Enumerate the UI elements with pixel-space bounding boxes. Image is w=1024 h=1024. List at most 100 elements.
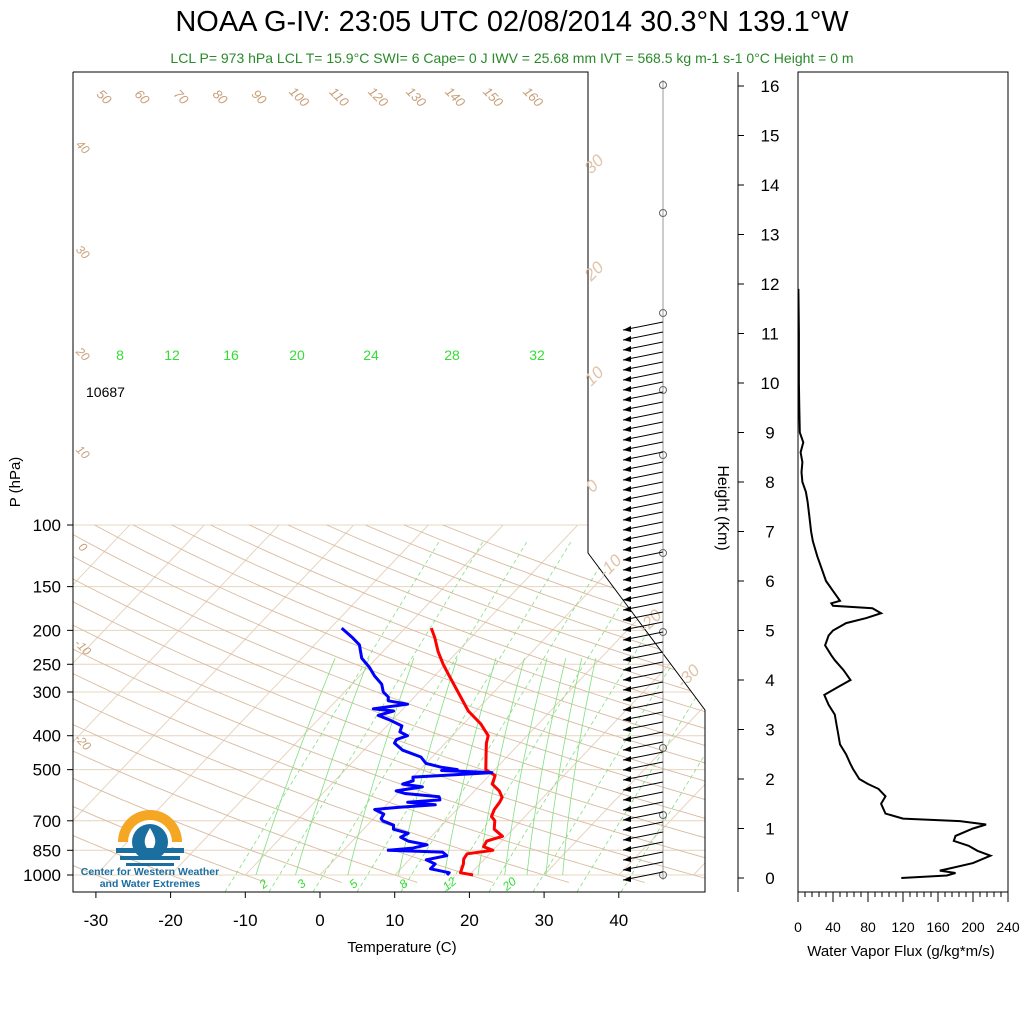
adiabat-label: 70 xyxy=(171,86,192,107)
mixing-ratio-line xyxy=(526,658,567,876)
mixing-ratio-line xyxy=(545,658,583,876)
dry-adiabat xyxy=(94,524,705,883)
moist-adiabat xyxy=(268,539,485,892)
mixing-ratio-label: 3 xyxy=(294,876,308,891)
dry-adiabat xyxy=(73,524,418,883)
isotherm-line xyxy=(73,524,205,876)
dry-adiabat xyxy=(73,524,569,883)
wind-barb-flag xyxy=(623,746,631,752)
wind-barb-flag xyxy=(623,666,631,672)
isotherm-label: 10 xyxy=(73,442,93,462)
pressure-tick-label: 100 xyxy=(33,516,61,535)
isotherm-line xyxy=(73,524,130,876)
temperature-tick-label: 30 xyxy=(535,911,554,930)
adiabat-label: 150 xyxy=(480,84,506,110)
mixing-ratio-line xyxy=(504,658,548,876)
wind-barb-flag xyxy=(623,536,631,542)
flux-tick-label: 0 xyxy=(794,919,802,935)
chart-title: NOAA G-IV: 23:05 UTC 02/08/2014 30.3°N 1… xyxy=(175,6,849,38)
mixing-ratio-label: 12 xyxy=(440,874,459,894)
height-tick-label: 11 xyxy=(761,325,779,344)
adiabat-label: 110 xyxy=(327,84,353,110)
dry-adiabat xyxy=(249,524,705,883)
dry-adiabat xyxy=(326,524,705,883)
isotherm-label: -20 xyxy=(72,731,94,753)
flux-frame xyxy=(797,71,1009,893)
dry-adiabat xyxy=(73,524,705,883)
wind-barb-flag xyxy=(623,806,631,812)
dry-adiabat xyxy=(73,524,342,883)
pressure-tick-label: 150 xyxy=(33,578,61,597)
height-tick-label: 2 xyxy=(765,770,774,789)
pressure-tick-label: 850 xyxy=(33,841,61,860)
flux-profile xyxy=(798,288,994,879)
wind-barb-flag xyxy=(623,496,631,502)
pressure-tick-label: 700 xyxy=(33,812,61,831)
mixing-ratio-label: 24 xyxy=(363,347,379,363)
wind-circle xyxy=(659,811,667,819)
isotherm-label: -10 xyxy=(595,550,626,581)
isotherm-line xyxy=(73,524,280,876)
wind-barb-flag xyxy=(623,376,631,382)
wind-barb-flag xyxy=(623,326,631,332)
wind-barb-flag xyxy=(623,466,631,472)
flux-axis-label: Water Vapor Flux (g/kg*m/s) xyxy=(807,943,995,960)
wind-barb-flag xyxy=(623,716,631,722)
flux-tick-label: 160 xyxy=(926,919,950,935)
wind-circle xyxy=(659,81,667,89)
adiabat-label: 60 xyxy=(132,86,153,107)
wind-barb-flag xyxy=(623,756,631,762)
wind-barb-flag xyxy=(623,796,631,802)
temperature-tick-label: 20 xyxy=(460,911,479,930)
wind-barb-flag xyxy=(623,566,631,572)
height-tick-label: 0 xyxy=(765,869,774,888)
adiabat-label: 130 xyxy=(403,84,429,110)
mixing-ratio-label: 20 xyxy=(289,347,305,363)
dry-adiabat xyxy=(403,524,705,883)
mixing-ratio-line xyxy=(562,658,597,876)
x-axis-label: Temperature (C) xyxy=(347,939,456,956)
height-tick-label: 3 xyxy=(765,721,774,740)
adiabat-label: 120 xyxy=(365,84,391,110)
wind-barb-flag xyxy=(623,616,631,622)
wind-barb-flag xyxy=(623,396,631,402)
flux-tick-label: 120 xyxy=(891,919,915,935)
dry-adiabat xyxy=(132,524,705,883)
wind-barb-flag xyxy=(623,596,631,602)
wind-barb-flag xyxy=(623,416,631,422)
wind-barb-flag xyxy=(623,526,631,532)
wind-barb-flag xyxy=(623,676,631,682)
moist-adiabat xyxy=(488,539,705,892)
wind-barb-flag xyxy=(623,406,631,412)
skew-frame xyxy=(72,71,706,893)
mixing-ratio-label: 28 xyxy=(444,347,460,363)
isotherm-label: 30 xyxy=(73,242,93,262)
height-tick-label: 12 xyxy=(761,275,780,294)
height-tick-label: 15 xyxy=(761,127,780,146)
mixing-ratio-label: 8 xyxy=(396,876,410,891)
wind-circle xyxy=(659,209,667,217)
wind-barb-flag xyxy=(623,366,631,372)
isotherm-line xyxy=(469,524,705,876)
height-tick-label: 6 xyxy=(765,572,774,591)
height-tick-label: 14 xyxy=(761,176,780,195)
dry-adiabat xyxy=(73,524,494,883)
height-tick-label: 7 xyxy=(765,523,774,542)
wind-barb-flag xyxy=(623,476,631,482)
wind-barb-flag xyxy=(623,386,631,392)
moist-adiabat xyxy=(576,539,705,892)
wind-barb-flag xyxy=(623,866,631,872)
wind-circle xyxy=(659,628,667,636)
pressure-tick-label: 200 xyxy=(33,621,61,640)
dry-adiabat xyxy=(73,524,645,883)
wind-circle xyxy=(659,386,667,394)
height-tick-label: 1 xyxy=(765,820,774,839)
cw3e-logo xyxy=(116,810,184,866)
dry-adiabat xyxy=(73,524,705,883)
wind-barb-flag xyxy=(623,846,631,852)
y-axis-label: P (hPa) xyxy=(7,457,24,508)
temperature-tick-label: -10 xyxy=(233,911,258,930)
dry-adiabat xyxy=(73,524,705,883)
wind-barb-flag xyxy=(623,486,631,492)
